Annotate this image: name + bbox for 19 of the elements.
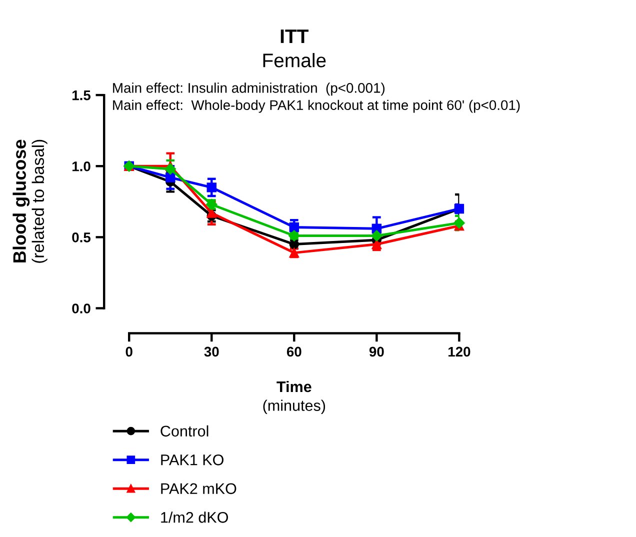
- y-tick-label: 0.0: [72, 304, 90, 314]
- x-axis-title: Time (minutes): [263, 380, 326, 414]
- legend-label: PAK1 KO: [161, 454, 224, 466]
- y-tick-label: 1.0: [72, 161, 90, 172]
- x-tick-label: 120: [448, 346, 470, 357]
- x-tick-label: 30: [204, 346, 219, 357]
- y-axis-title: Blood glucose (related to basal): [12, 140, 48, 263]
- legend-label: PAK2 mKO: [161, 483, 236, 494]
- legend-label: Control: [160, 425, 208, 437]
- x-tick-label: 60: [286, 346, 302, 357]
- legend-label: 1/m2 dKO: [161, 512, 228, 523]
- chart-title: ITT: [280, 30, 309, 43]
- x-tick-label: 0: [126, 346, 132, 357]
- chart-subtitle: Female: [263, 53, 326, 68]
- x-tick-label: 90: [369, 346, 384, 357]
- y-tick-label: 1.5: [72, 90, 91, 100]
- y-tick-label: 0.5: [72, 232, 91, 242]
- annotation: Main effect: Insulin administration (p<0.001): [113, 82, 385, 96]
- annotation: Main effect: Whole-body PAK1 knockout at time point 60' (p<0.01): [113, 100, 520, 113]
